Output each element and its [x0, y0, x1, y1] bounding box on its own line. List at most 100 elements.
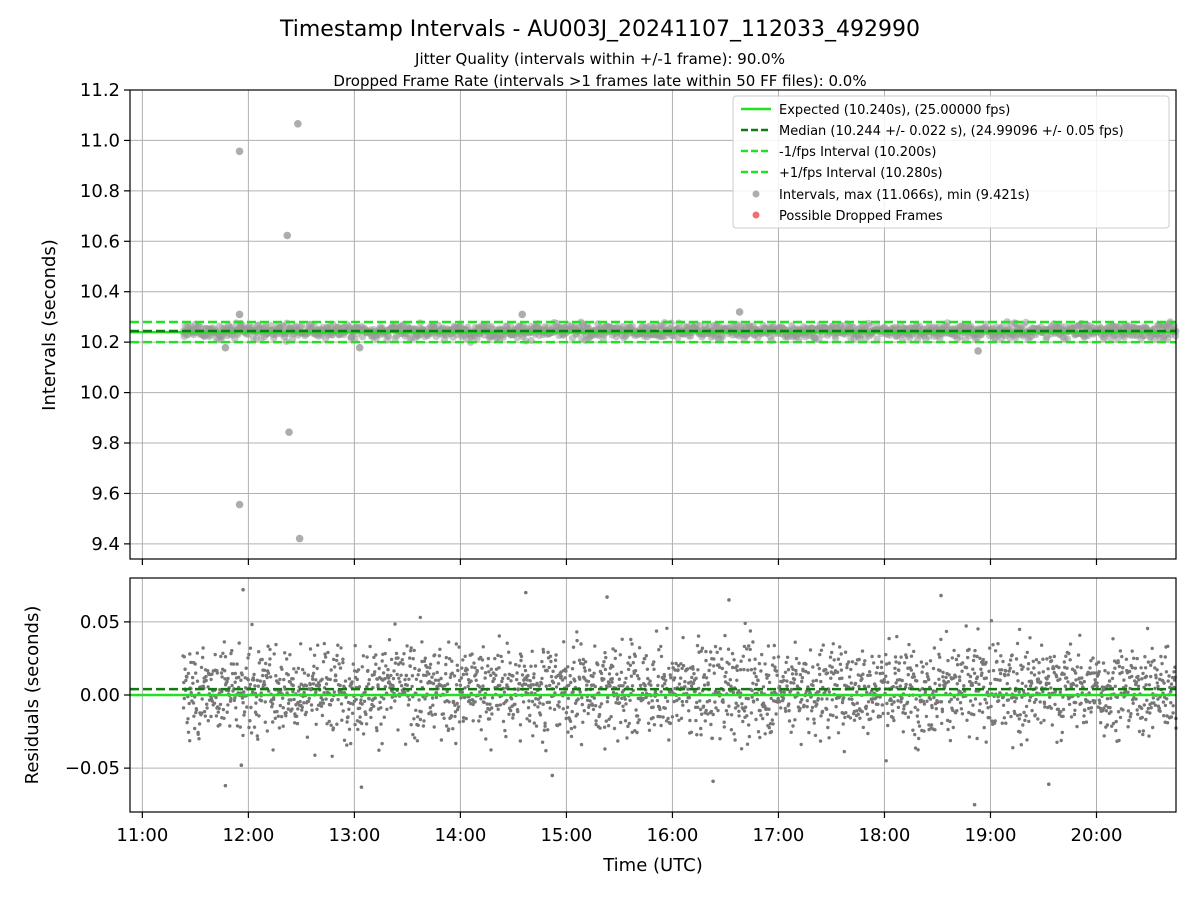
residual-point: [231, 662, 236, 666]
residual-point: [1059, 710, 1063, 714]
residual-point: [553, 658, 558, 662]
residual-point: [1065, 666, 1069, 670]
residual-point: [856, 712, 860, 716]
residual-point: [397, 676, 401, 680]
residual-point: [825, 707, 829, 711]
residual-point: [870, 654, 874, 659]
residual-point: [182, 696, 186, 701]
residual-point: [428, 666, 432, 670]
residual-point: [315, 707, 319, 711]
residual-point: [359, 698, 363, 702]
residual-point: [263, 720, 267, 724]
residual-point: [889, 698, 893, 702]
residual-point: [361, 654, 366, 658]
residual-point: [894, 681, 898, 685]
residual-point: [735, 668, 739, 673]
residual-point: [623, 719, 628, 723]
residual-point: [188, 652, 192, 656]
residual-point: [280, 667, 284, 671]
residual-point: [952, 648, 956, 653]
residual-point: [1018, 730, 1022, 734]
residual-point: [709, 722, 713, 727]
residual-point: [281, 706, 285, 710]
residual-point: [321, 701, 326, 705]
residual-point: [881, 671, 885, 675]
residual-point: [760, 652, 764, 657]
residual-point: [218, 723, 222, 727]
residual-point: [843, 715, 847, 720]
residual-point: [954, 657, 959, 662]
residual-point: [351, 662, 355, 666]
residual-point: [511, 716, 515, 720]
residual-point: [709, 650, 713, 654]
residual-point: [804, 662, 808, 666]
residual-point: [643, 684, 647, 688]
intervals-plot-frame: [129, 89, 1177, 560]
residual-point: [689, 730, 694, 734]
residual-point: [209, 714, 213, 719]
residual-point: [421, 724, 426, 728]
residual-point: [835, 670, 840, 674]
residual-point: [1003, 673, 1007, 678]
residual-point: [1029, 671, 1034, 675]
residual-point: [912, 649, 916, 654]
intervals-y-tick-label-6: 10.6: [80, 231, 120, 252]
residual-point: [610, 677, 614, 681]
residual-point: [497, 666, 501, 670]
residual-point: [461, 672, 466, 677]
residual-point: [461, 716, 466, 720]
residual-point: [862, 662, 866, 666]
residual-point: [1067, 696, 1072, 700]
residual-point: [968, 699, 973, 703]
residual-point: [676, 664, 681, 668]
residual-point: [689, 680, 693, 684]
residual-point: [683, 685, 687, 689]
residual-point: [896, 705, 901, 710]
residual-point: [1059, 738, 1063, 743]
residual-point: [874, 684, 878, 688]
residual-point: [995, 659, 999, 664]
residual-point: [302, 701, 306, 705]
residual-point: [233, 696, 237, 700]
residual-point: [404, 673, 409, 678]
residual-point: [759, 713, 763, 717]
residual-point: [998, 678, 1002, 682]
residual-point: [438, 647, 442, 651]
residual-point: [1141, 732, 1145, 737]
residual-point: [1056, 707, 1061, 711]
residual-point: [546, 650, 550, 654]
chart-subtitle-dropped: Dropped Frame Rate (intervals >1 frames …: [333, 72, 866, 90]
residual-point: [543, 724, 547, 728]
residual-point: [1005, 681, 1009, 686]
residual-point: [1046, 667, 1050, 671]
residual-point: [695, 733, 699, 737]
residual-point: [617, 701, 622, 705]
residual-point: [379, 706, 383, 710]
residual-point: [391, 676, 396, 681]
residual-point: [1159, 672, 1163, 677]
residual-point: [860, 649, 865, 653]
residual-point: [534, 697, 538, 701]
residual-point: [358, 715, 362, 719]
residual-point: [1124, 657, 1129, 661]
residual-point: [193, 726, 197, 731]
residual-point: [325, 722, 329, 726]
residual-point: [989, 619, 994, 623]
residual-point: [813, 733, 818, 738]
residual-point: [506, 685, 510, 689]
residual-point: [1149, 674, 1153, 679]
residual-point: [1067, 702, 1072, 707]
interval-point: [298, 321, 306, 329]
residual-point: [511, 674, 515, 678]
residual-point: [398, 661, 403, 665]
residual-point: [611, 664, 615, 669]
residual-point: [422, 659, 427, 663]
residual-point: [810, 705, 815, 710]
residual-point: [810, 709, 814, 713]
residual-point: [631, 661, 635, 665]
residual-point: [782, 690, 786, 694]
residual-point: [587, 703, 591, 707]
residual-point: [347, 677, 352, 681]
residual-point: [216, 710, 220, 714]
residual-point: [637, 646, 642, 650]
